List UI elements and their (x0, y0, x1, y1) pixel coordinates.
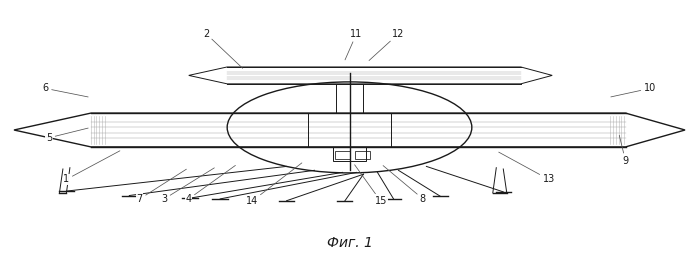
Text: 4: 4 (186, 165, 236, 204)
Bar (336, 84, 363, 113)
Text: 7: 7 (137, 169, 187, 204)
Bar (355, 151, 370, 159)
Bar (335, 151, 350, 159)
Text: 15: 15 (354, 165, 387, 206)
Text: 5: 5 (46, 128, 88, 143)
Text: 6: 6 (43, 83, 88, 97)
Text: 14: 14 (245, 163, 302, 206)
Text: 8: 8 (383, 166, 426, 204)
Text: 12: 12 (369, 29, 405, 61)
Text: 1: 1 (64, 151, 120, 184)
Text: 11: 11 (345, 29, 363, 60)
Text: 9: 9 (619, 135, 628, 166)
Bar (308, 113, 391, 147)
Text: Фиг. 1: Фиг. 1 (326, 236, 373, 250)
Bar (333, 147, 366, 161)
Text: 3: 3 (161, 168, 215, 204)
Text: 10: 10 (611, 83, 656, 97)
Text: 2: 2 (203, 29, 243, 68)
Text: 13: 13 (498, 152, 555, 184)
